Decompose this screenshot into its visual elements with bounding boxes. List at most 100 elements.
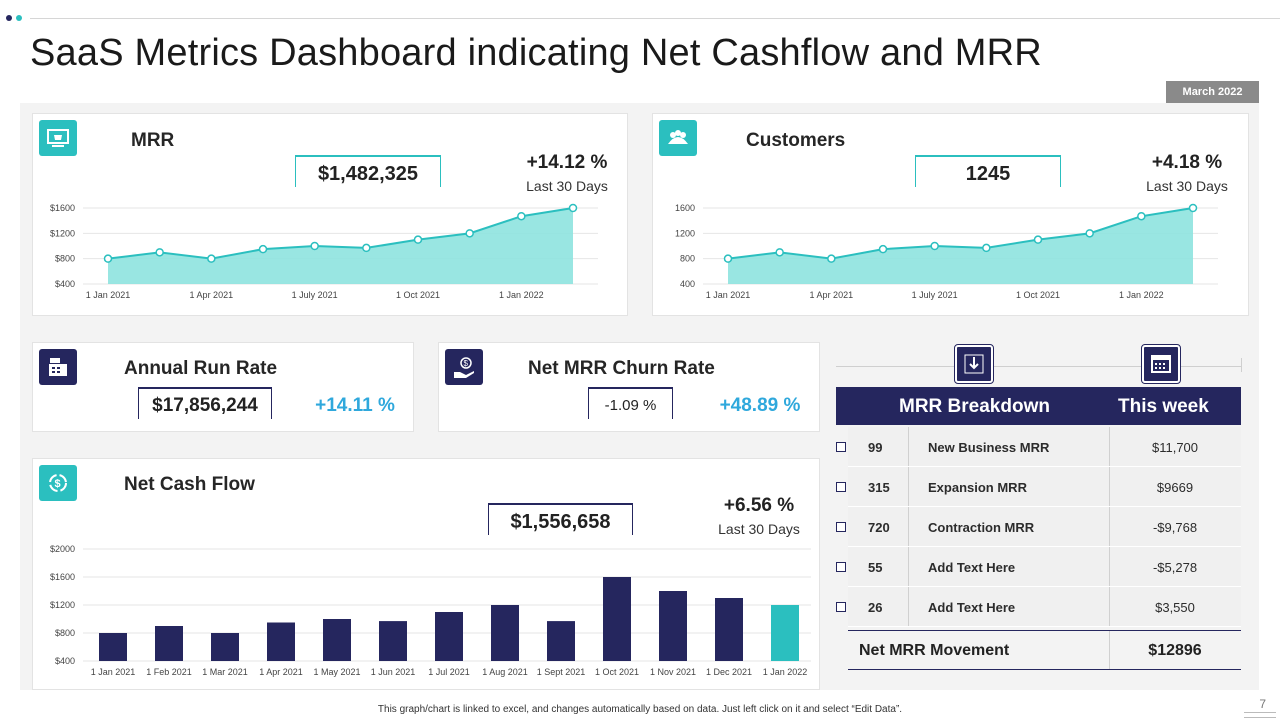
x-tick-label: 1 July 2021 <box>912 290 958 300</box>
page-title: SaaS Metrics Dashboard indicating Net Ca… <box>30 32 1042 74</box>
x-tick-label: 1 Dec 2021 <box>706 667 752 677</box>
calendar-icon[interactable] <box>1141 344 1181 384</box>
data-point <box>517 211 526 221</box>
data-point <box>207 254 216 263</box>
bar <box>547 621 575 661</box>
data-point <box>982 243 991 253</box>
footer-note: This graph/chart is linked to excel, and… <box>377 704 903 715</box>
customers-card[interactable]: Customers 1245 +4.18 % Last 30 Days 1600… <box>652 113 1249 316</box>
y-tick-label: $400 <box>55 656 75 666</box>
data-point <box>1188 203 1198 213</box>
arr-card[interactable]: Annual Run Rate $17,856,244 +14.11 % <box>32 342 414 432</box>
row-checkbox[interactable] <box>836 442 846 452</box>
data-point <box>878 244 888 254</box>
bar <box>659 591 687 661</box>
x-tick-label: 1 Oct 2021 <box>396 290 440 300</box>
row-count: 26 <box>868 600 883 615</box>
row-checkbox[interactable] <box>836 482 846 492</box>
x-tick-label: 1 Jul 2021 <box>428 667 470 677</box>
breakdown-rows: 99 New Business MRR $11,700 315 Expansion MR… <box>836 427 1241 627</box>
ncf-label: Net Cash Flow <box>124 474 255 495</box>
cash-register-icon <box>39 349 77 385</box>
breakdown-total: Net MRR Movement $12896 <box>848 630 1241 670</box>
data-point <box>310 241 319 251</box>
bar <box>99 633 127 661</box>
row-checkbox[interactable] <box>836 522 846 532</box>
x-tick-label: 1 Jan 2022 <box>763 667 808 677</box>
customers-label: Customers <box>746 130 846 151</box>
row-checkbox[interactable] <box>836 602 846 612</box>
data-point <box>362 243 371 253</box>
arr-label: Annual Run Rate <box>124 358 278 379</box>
download-icon[interactable] <box>954 344 994 384</box>
data-point <box>723 254 733 263</box>
y-tick-label: $400 <box>55 279 75 289</box>
churn-value: -1.09 % <box>588 387 673 419</box>
y-tick-label: 400 <box>680 279 695 289</box>
data-point <box>155 248 164 257</box>
bar <box>267 622 295 661</box>
data-point <box>465 229 474 238</box>
data-point <box>930 241 939 251</box>
data-point <box>1033 235 1043 244</box>
mrr-area-chart: $1600 $1200 $800 $400 1 Jan 2021 1 Apr 2021 1 … <box>50 203 598 300</box>
y-tick-label: 800 <box>680 254 695 264</box>
top-rule <box>30 18 1280 19</box>
churn-card[interactable]: $ Net MRR Churn Rate -1.09 % +48.89 % <box>438 342 820 432</box>
area-fill <box>108 208 573 284</box>
mrr-card[interactable]: MRR $1,482,325 +14.12 % Last 30 Days $16… <box>32 113 628 316</box>
data-point <box>1085 229 1094 238</box>
x-tick-label: 1 May 2021 <box>313 667 360 677</box>
mrr-pct: +14.12 % <box>526 152 608 173</box>
total-value: $12896 <box>1148 642 1202 659</box>
decor-dots <box>6 15 22 21</box>
bar <box>211 633 239 661</box>
basket-chart-icon <box>39 120 77 156</box>
mrr-breakdown: MRR Breakdown This week 99 New Business M… <box>836 343 1246 680</box>
svg-text:$: $ <box>464 359 469 368</box>
x-tick-label: 1 Apr 2021 <box>259 667 303 677</box>
svg-text:$: $ <box>55 478 61 490</box>
area-fill <box>728 208 1193 284</box>
breakdown-rule <box>836 366 1241 367</box>
row-name: Add Text Here <box>928 560 1016 575</box>
row-value: -$9,768 <box>1152 520 1198 535</box>
data-point <box>258 244 268 254</box>
customers-period: Last 30 Days <box>1146 178 1228 194</box>
x-tick-label: 1 July 2021 <box>292 290 338 300</box>
row-name: New Business MRR <box>928 440 1050 455</box>
x-tick-label: 1 Oct 2021 <box>595 667 639 677</box>
customers-value: 1245 <box>915 155 1061 187</box>
y-tick-label: 1600 <box>675 203 695 213</box>
y-tick-label: $800 <box>55 628 75 638</box>
page-lines <box>1244 712 1276 718</box>
x-tick-label: 1 Jan 2021 <box>86 290 131 300</box>
ncf-period: Last 30 Days <box>718 521 800 537</box>
row-count: 55 <box>868 560 883 575</box>
row-name: Contraction MRR <box>928 520 1035 535</box>
ncf-bar-chart: $2000 $1600 $1200 $800 $400 1 Jan 2021 1 Feb 2… <box>50 544 811 677</box>
series-line <box>727 207 1194 260</box>
table-row: 55 Add Text Here -$5,278 <box>836 547 1241 587</box>
x-tick-label: 1 Aug 2021 <box>482 667 528 677</box>
churn-label: Net MRR Churn Rate <box>528 358 715 379</box>
row-name: Add Text Here <box>928 600 1016 615</box>
customers-area-chart: 1600 1200 800 400 1 Jan 2021 1 Apr 2021 1 July… <box>675 203 1218 300</box>
ncf-value: $1,556,658 <box>488 503 633 535</box>
bar <box>491 605 519 661</box>
table-row: 720 Contraction MRR -$9,768 <box>836 507 1241 547</box>
y-tick-label: $1600 <box>50 203 75 213</box>
bar <box>603 577 631 661</box>
x-tick-label: 1 Oct 2021 <box>1016 290 1060 300</box>
row-checkbox[interactable] <box>836 562 846 572</box>
ncf-card[interactable]: $ Net Cash Flow $1,556,658 +6.56 % Last … <box>32 458 820 690</box>
table-row: 99 New Business MRR $11,700 <box>836 427 1241 467</box>
hand-coin-icon: $ <box>445 349 483 385</box>
x-tick-label: 1 Apr 2021 <box>190 290 234 300</box>
bar <box>323 619 351 661</box>
mrr-period: Last 30 Days <box>526 178 608 194</box>
table-row: 26 Add Text Here $3,550 <box>836 587 1241 627</box>
row-name: Expansion MRR <box>928 480 1027 495</box>
breakdown-rule-end <box>1241 358 1242 372</box>
x-tick-label: 1 Feb 2021 <box>146 667 192 677</box>
